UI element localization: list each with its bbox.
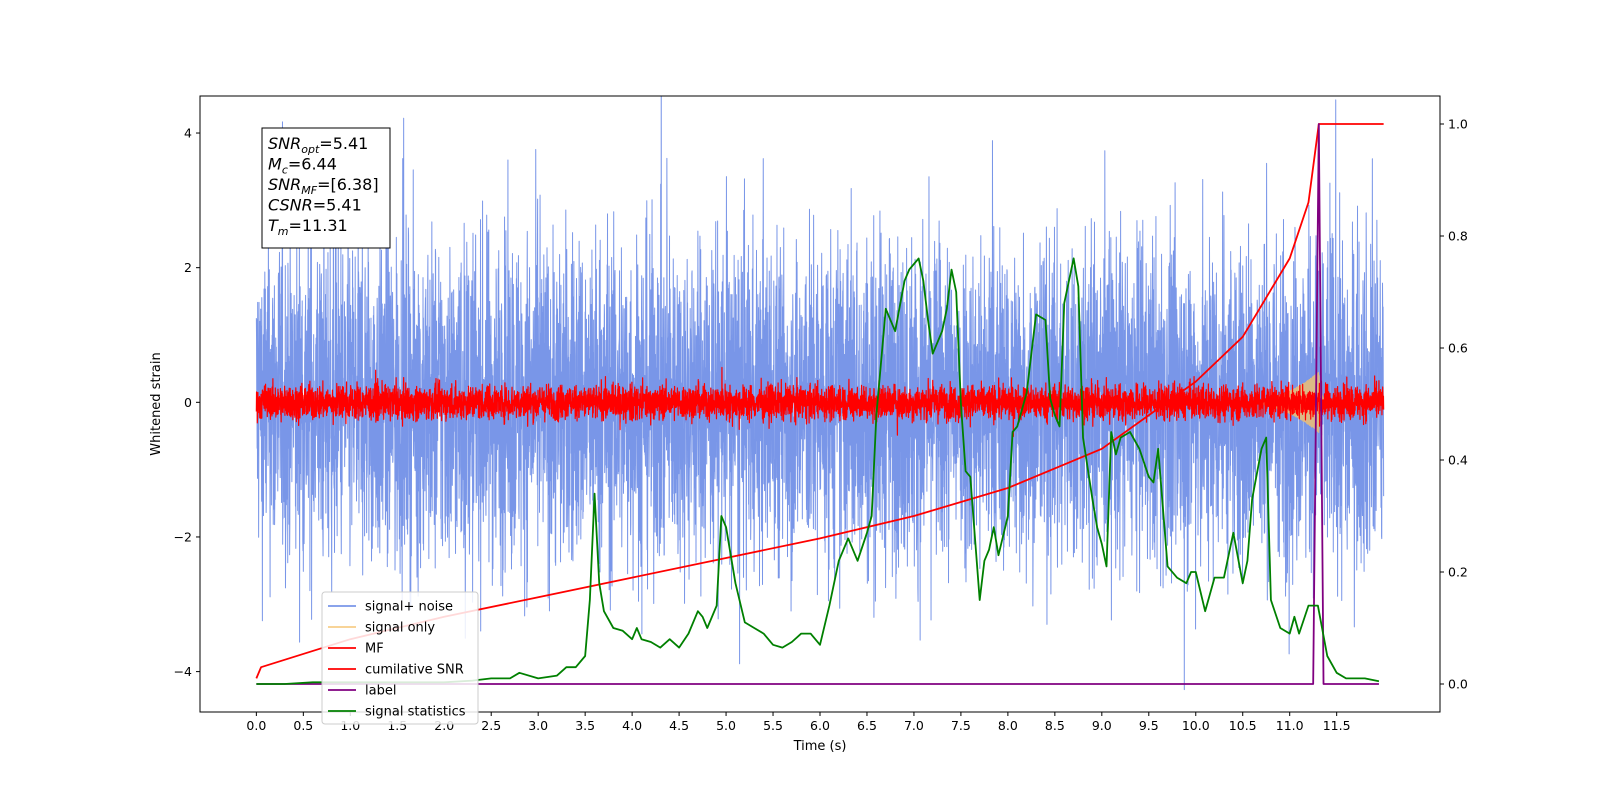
x-tick-label: 10.5 xyxy=(1229,718,1257,733)
legend-entry-label: signal only xyxy=(365,621,435,636)
x-tick-label: 8.5 xyxy=(1045,718,1065,733)
x-tick-label: 7.5 xyxy=(951,718,971,733)
x-tick-label: 5.5 xyxy=(763,718,783,733)
y-right-tick-label: 0.8 xyxy=(1448,229,1468,244)
y-right-tick-label: 0.0 xyxy=(1448,677,1468,692)
legend: signal+ noise signal only MF cumilative SNR… xyxy=(321,591,479,725)
legend-entry-label: label xyxy=(365,684,396,699)
x-tick-label: 6.5 xyxy=(857,718,877,733)
x-axis-label: Time (s) xyxy=(793,739,847,754)
y-left-tick-label: −2 xyxy=(174,529,192,544)
legend-entry-label: signal+ noise xyxy=(365,600,453,615)
info-box-line: Tm=11.31 xyxy=(268,216,348,238)
legend-frame xyxy=(321,591,479,725)
info-box-line: SNRopt=5.41 xyxy=(268,134,368,156)
info-box: SNRopt=5.41Mc=6.44SNRMF=[6.38]CSNR=5.41T… xyxy=(261,127,391,249)
y-right-tick-label: 0.4 xyxy=(1448,453,1468,468)
series-line-label xyxy=(256,123,1379,685)
info-box-frame xyxy=(261,127,391,249)
x-tick-label: 2.5 xyxy=(481,718,501,733)
y-left-tick-label: 2 xyxy=(184,260,192,275)
x-tick-label: 3.5 xyxy=(575,718,595,733)
legend-entry-label: MF xyxy=(365,642,384,657)
x-tick-label: 8.0 xyxy=(998,718,1018,733)
y-axis-label-left: Whitened strain xyxy=(149,352,164,455)
x-tick-label: 4.0 xyxy=(622,718,642,733)
y-left-tick-label: −4 xyxy=(174,664,192,679)
series-line-signal-noise xyxy=(255,96,1385,691)
y-right-tick-label: 0.2 xyxy=(1448,565,1468,580)
legend-entry-label: signal statistics xyxy=(365,705,466,720)
x-tick-label: 11.0 xyxy=(1276,718,1304,733)
x-tick-label: 9.5 xyxy=(1139,718,1159,733)
x-tick-label: 3.0 xyxy=(528,718,548,733)
x-tick-label: 7.0 xyxy=(904,718,924,733)
x-tick-label: 4.5 xyxy=(669,718,689,733)
info-box-line: SNRMF=[6.38] xyxy=(268,175,379,197)
x-tick-label: 0.0 xyxy=(246,718,266,733)
info-box-line: Mc=6.44 xyxy=(268,155,337,177)
y-right-tick-label: 1.0 xyxy=(1448,117,1468,132)
x-tick-label: 0.5 xyxy=(293,718,313,733)
info-box-line: CSNR=5.41 xyxy=(268,196,362,215)
y-left-tick-label: 4 xyxy=(184,126,192,141)
series-line-signal-statistics xyxy=(256,257,1380,685)
y-right-tick-label: 0.6 xyxy=(1448,341,1468,356)
series-line-mf xyxy=(255,366,1385,438)
x-tick-label: 10.0 xyxy=(1182,718,1210,733)
x-tick-label: 11.5 xyxy=(1323,718,1351,733)
x-tick-label: 9.0 xyxy=(1092,718,1112,733)
y-left-tick-label: 0 xyxy=(184,395,192,410)
x-tick-label: 5.0 xyxy=(716,718,736,733)
x-tick-label: 6.0 xyxy=(810,718,830,733)
legend-entry-label: cumilative SNR xyxy=(365,663,464,678)
